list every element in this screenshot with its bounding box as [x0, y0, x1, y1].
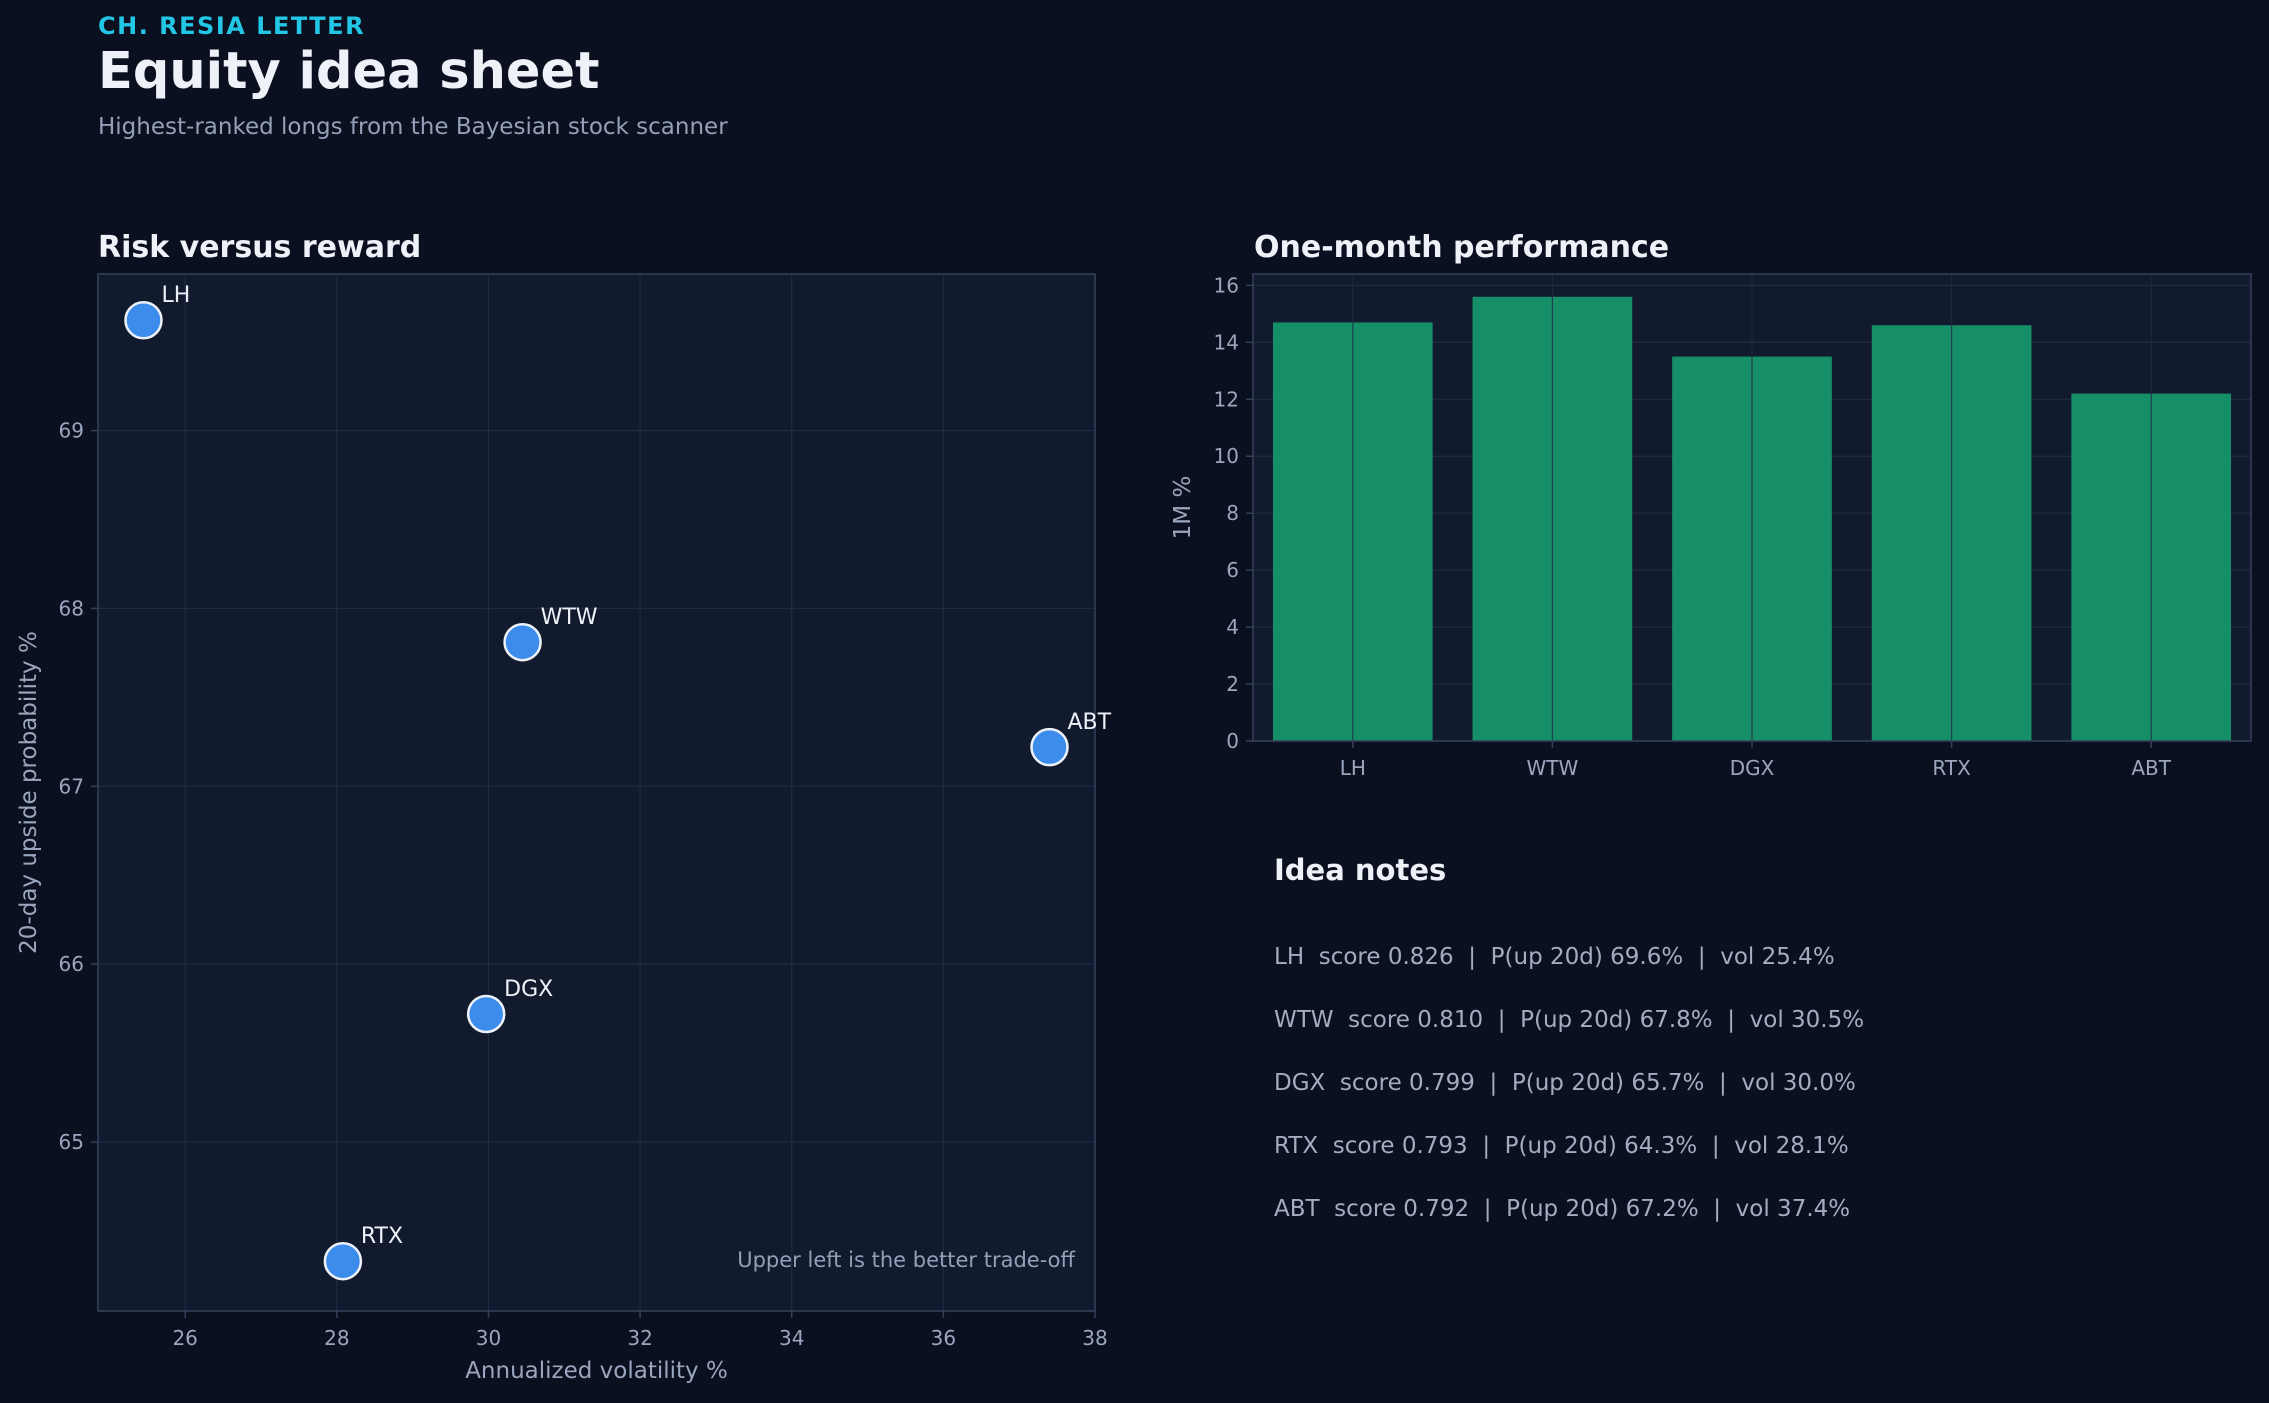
x-tick-label: 38 — [1082, 1326, 1107, 1350]
x-tick-label: 30 — [476, 1326, 501, 1350]
x-tick-label: 32 — [627, 1326, 652, 1350]
point-label-dgx: DGX — [504, 977, 553, 1002]
bar-x-tick-label: LH — [1340, 756, 1366, 780]
bar-x-tick-label: WTW — [1527, 756, 1579, 780]
bar-y-tick-label: 4 — [1226, 615, 1239, 639]
scatter-frame — [97, 273, 1096, 1312]
x-tick-label: 28 — [324, 1326, 349, 1350]
point-abt — [1030, 727, 1069, 767]
bar-x-tick-label: RTX — [1932, 756, 1971, 780]
x-tick-label: 36 — [931, 1326, 956, 1350]
point-dgx — [466, 994, 506, 1034]
y-tick-label: 65 — [59, 1130, 84, 1154]
scatter-y-axis-label: 20-day upside probability % — [16, 631, 42, 954]
bar-x-tick-label: ABT — [2131, 756, 2171, 780]
note-line-dgx: DGX score 0.799 | P(up 20d) 65.7% | vol … — [1274, 1070, 1856, 1096]
point-wtw — [503, 622, 542, 662]
x-tick-label: 26 — [172, 1326, 197, 1350]
y-tick-label: 66 — [59, 952, 84, 976]
page-subtitle: Highest-ranked longs from the Bayesian s… — [98, 114, 728, 140]
scatter-annotation: Upper left is the better trade-off — [737, 1248, 1075, 1272]
x-tick-label: 34 — [779, 1326, 804, 1350]
scatter-plot-area — [98, 274, 1095, 1311]
scatter-x-axis-label: Annualized volatility % — [465, 1358, 728, 1384]
bar-y-tick-label: 8 — [1226, 501, 1239, 525]
y-tick-label: 68 — [59, 596, 84, 620]
bar-frame — [1252, 273, 2252, 742]
bar-y-tick-label: 0 — [1226, 729, 1239, 753]
note-line-wtw: WTW score 0.810 | P(up 20d) 67.8% | vol … — [1274, 1007, 1865, 1033]
y-tick-label: 69 — [59, 419, 84, 443]
bar-y-tick-label: 2 — [1226, 672, 1239, 696]
point-label-rtx: RTX — [361, 1224, 403, 1249]
point-label-wtw: WTW — [541, 605, 598, 630]
bar-y-tick-label: 6 — [1226, 558, 1239, 582]
bar-y-tick-label: 16 — [1214, 273, 1239, 297]
point-lh — [124, 300, 163, 340]
bar-chart-title: One-month performance — [1254, 230, 1670, 265]
scatter-chart-title: Risk versus reward — [98, 230, 422, 265]
notes-title: Idea notes — [1274, 853, 1447, 887]
bar-y-tick-label: 10 — [1214, 444, 1239, 468]
bar-y-axis-label: 1M % — [1170, 476, 1196, 540]
eyebrow-label: CH. RESIA LETTER — [98, 12, 366, 40]
point-label-abt: ABT — [1068, 710, 1112, 735]
y-tick-label: 67 — [59, 774, 84, 798]
note-line-rtx: RTX score 0.793 | P(up 20d) 64.3% | vol … — [1274, 1133, 1849, 1159]
bar-y-tick-label: 14 — [1214, 330, 1239, 354]
point-rtx — [323, 1241, 363, 1281]
note-line-lh: LH score 0.826 | P(up 20d) 69.6% | vol 2… — [1274, 944, 1835, 970]
note-line-abt: ABT score 0.792 | P(up 20d) 67.2% | vol … — [1274, 1196, 1851, 1222]
bar-x-tick-label: DGX — [1730, 756, 1775, 780]
bar-y-tick-label: 12 — [1214, 387, 1239, 411]
point-label-lh: LH — [161, 283, 190, 308]
page-title: Equity idea sheet — [98, 42, 600, 101]
